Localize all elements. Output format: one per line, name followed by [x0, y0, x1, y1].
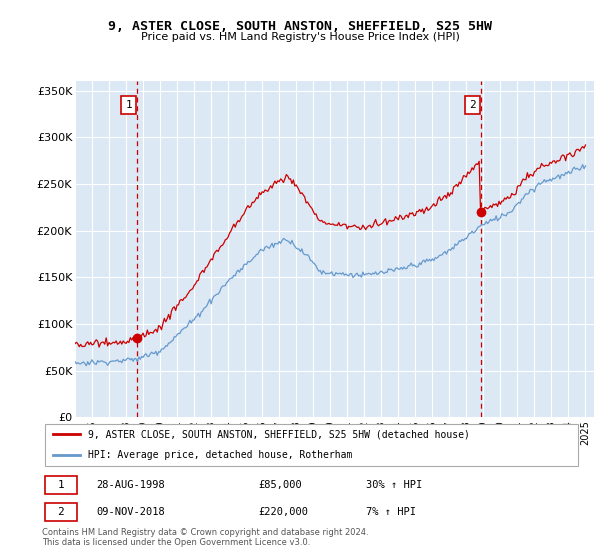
Text: 09-NOV-2018: 09-NOV-2018	[96, 507, 165, 517]
Text: 30% ↑ HPI: 30% ↑ HPI	[366, 480, 422, 491]
Text: 7% ↑ HPI: 7% ↑ HPI	[366, 507, 416, 517]
Text: 1: 1	[125, 100, 132, 110]
Text: £85,000: £85,000	[258, 480, 302, 491]
Text: HPI: Average price, detached house, Rotherham: HPI: Average price, detached house, Roth…	[88, 450, 352, 460]
Text: 2: 2	[58, 507, 64, 517]
FancyBboxPatch shape	[45, 476, 77, 494]
FancyBboxPatch shape	[45, 503, 77, 521]
Text: Contains HM Land Registry data © Crown copyright and database right 2024.: Contains HM Land Registry data © Crown c…	[42, 528, 368, 536]
Text: 28-AUG-1998: 28-AUG-1998	[96, 480, 165, 491]
Text: Price paid vs. HM Land Registry's House Price Index (HPI): Price paid vs. HM Land Registry's House …	[140, 32, 460, 43]
FancyBboxPatch shape	[45, 423, 578, 466]
Text: 9, ASTER CLOSE, SOUTH ANSTON, SHEFFIELD, S25 5HW (detached house): 9, ASTER CLOSE, SOUTH ANSTON, SHEFFIELD,…	[88, 429, 470, 439]
Text: 9, ASTER CLOSE, SOUTH ANSTON, SHEFFIELD, S25 5HW: 9, ASTER CLOSE, SOUTH ANSTON, SHEFFIELD,…	[108, 20, 492, 32]
Text: £220,000: £220,000	[258, 507, 308, 517]
Text: This data is licensed under the Open Government Licence v3.0.: This data is licensed under the Open Gov…	[42, 538, 310, 547]
Text: 1: 1	[58, 480, 64, 491]
Text: 2: 2	[469, 100, 476, 110]
